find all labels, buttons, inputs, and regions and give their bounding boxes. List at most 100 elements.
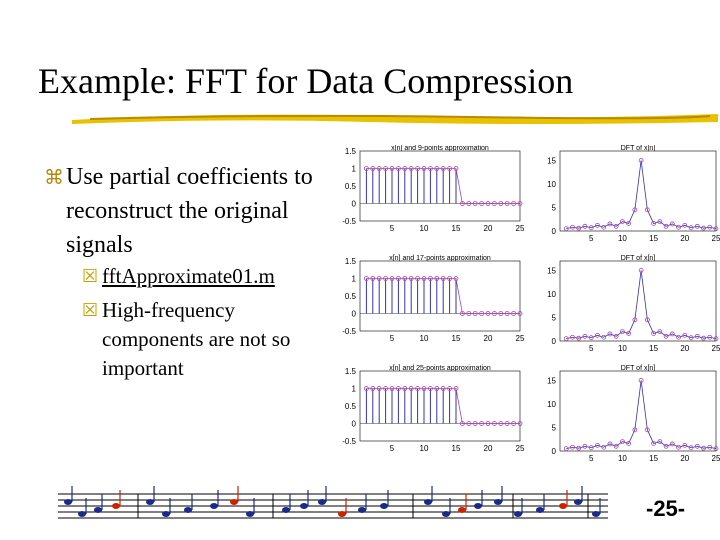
approximation-marker: [504, 311, 510, 316]
approximation-marker: [485, 201, 491, 206]
x-tick-label: 10: [618, 454, 627, 463]
approximation-line: [366, 168, 520, 204]
sub-bullet-2: ☒ High-frequency components are not so i…: [82, 296, 327, 383]
dft-marker: [707, 444, 713, 450]
music-note: [380, 503, 388, 509]
music-note: [64, 499, 72, 505]
approximation-marker: [498, 421, 504, 426]
approximation-marker: [517, 311, 523, 316]
plot-title: DFT of x[n]: [621, 365, 656, 372]
x-tick-label: 5: [589, 454, 594, 463]
dft-marker: [638, 158, 644, 163]
x-tick-label: 15: [452, 224, 461, 233]
dft-marker: [595, 222, 600, 228]
plot-frame: [359, 370, 521, 442]
dft-marker: [713, 226, 719, 232]
x-tick-label: 5: [589, 344, 594, 353]
sub-bullet-1[interactable]: ☒ fftApproximate01.m: [82, 262, 327, 291]
dft-marker: [682, 442, 688, 448]
x-tick-label: 10: [618, 344, 627, 353]
dft-marker: [588, 445, 594, 451]
approximation-marker: [453, 386, 459, 391]
dft-marker: [663, 333, 669, 339]
y-tick-label: 1: [352, 385, 357, 394]
approximation-marker: [428, 166, 433, 171]
y-tick-label: 0: [352, 200, 357, 209]
approximation-marker: [415, 386, 420, 391]
approximation-marker: [479, 201, 485, 206]
approximation-marker: [479, 311, 485, 316]
y-tick-label: 10: [547, 400, 556, 409]
dft-marker: [644, 207, 650, 213]
y-tick-label: 1: [352, 275, 357, 284]
dft-marker: [676, 334, 681, 340]
approximation-line: [366, 278, 520, 314]
approximation-marker: [466, 201, 472, 206]
plot-frame: [359, 260, 521, 332]
dft-marker: [676, 444, 681, 450]
dft-marker: [570, 444, 575, 450]
script-link[interactable]: fftApproximate01.m: [102, 264, 275, 288]
music-note: [230, 499, 238, 505]
music-note: [282, 507, 290, 513]
x-tick-label: 10: [420, 334, 429, 343]
y-tick-label: 0.5: [345, 402, 357, 411]
approximation-marker: [491, 201, 497, 206]
x-tick-label: 20: [484, 444, 493, 453]
music-note: [592, 511, 600, 517]
main-bullet: ⌘ Use partial coefficients to reconstruc…: [44, 160, 336, 262]
dft-marker: [644, 427, 650, 433]
approximation-marker: [402, 386, 408, 391]
music-staff-decoration: [58, 486, 608, 519]
approximation-marker: [459, 311, 465, 316]
plot-title: DFT of x[n]: [621, 255, 656, 262]
x-tick-label: 10: [420, 444, 429, 453]
music-note: [458, 507, 466, 513]
music-note: [574, 499, 582, 505]
dft-marker: [588, 335, 594, 341]
sub-bullet-2-text: High-frequency components are not so imp…: [102, 298, 291, 380]
dft-marker: [713, 336, 719, 342]
approximation-marker: [421, 386, 427, 391]
y-tick-label: 1.5: [345, 257, 357, 266]
approximation-marker: [415, 276, 420, 281]
dft-marker: [707, 224, 713, 230]
x-tick-label: 5: [589, 234, 594, 243]
x-tick-label: 25: [712, 454, 720, 463]
x-tick-label: 20: [484, 224, 493, 233]
approximation-marker: [447, 166, 453, 171]
dft-marker: [669, 441, 675, 447]
approximation-marker: [498, 201, 504, 206]
dft-marker: [613, 333, 619, 339]
dft-marker: [657, 219, 663, 224]
dft-marker: [632, 207, 638, 213]
main-bullet-text: Use partial coefficients to reconstruct …: [66, 164, 313, 258]
approximation-marker: [383, 166, 388, 171]
approximation-marker: [479, 421, 485, 426]
approximation-plots: x[n] and 9-points approximation 1.5 1 0.5 0 -…: [342, 145, 720, 463]
approximation-marker: [485, 311, 491, 316]
plot-frame: [559, 150, 717, 232]
approximation-marker: [504, 201, 510, 206]
approximation-marker: [408, 386, 414, 391]
dft-marker: [657, 329, 663, 334]
x-tick-label: 25: [712, 344, 720, 353]
approximation-marker: [472, 201, 478, 206]
dft-marker: [582, 333, 588, 339]
x-tick-label: 20: [680, 344, 689, 353]
approximation-marker: [511, 421, 517, 426]
dft-marker: [595, 332, 600, 338]
title-underline-decoration: [72, 114, 718, 124]
approximation-marker: [402, 276, 408, 281]
approximation-line: [366, 388, 520, 424]
plot-frame: [559, 260, 717, 342]
approximation-marker: [517, 201, 523, 206]
music-note: [494, 499, 502, 505]
approximation-marker: [383, 276, 388, 281]
dft-marker: [669, 331, 675, 337]
approximation-marker: [447, 276, 453, 281]
approximation-marker: [472, 421, 478, 426]
x-tick-label: 25: [516, 224, 525, 233]
dft-marker: [607, 221, 613, 227]
y-tick-label: -0.5: [342, 217, 356, 226]
